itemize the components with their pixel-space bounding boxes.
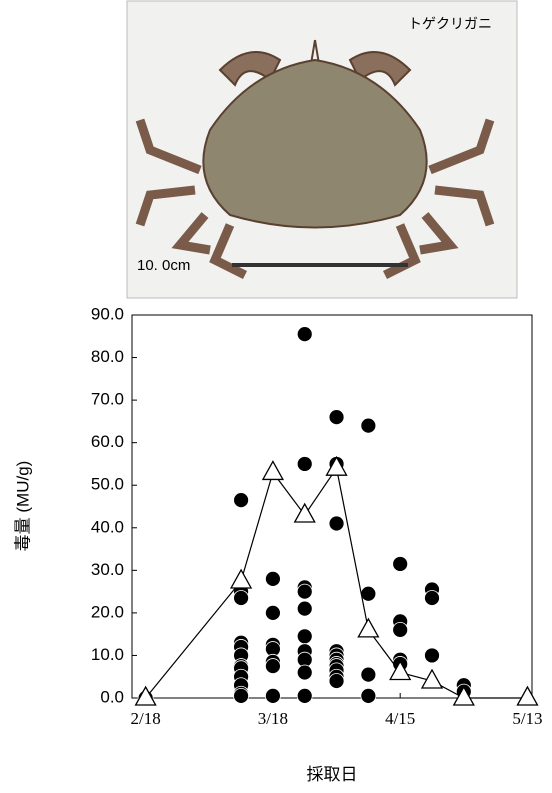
dot-marker [297,665,312,680]
y-tick-label: 10.0 [91,645,124,664]
y-tick-label: 20.0 [91,602,124,621]
dot-marker [234,590,249,605]
dot-marker [361,688,376,703]
dot-marker [329,673,344,688]
dot-marker [265,659,280,674]
dot-marker [425,590,440,605]
triangle-marker [231,570,251,588]
dot-marker [234,493,249,508]
dot-marker [297,584,312,599]
x-tick-label: 2/18 [131,709,161,728]
dot-marker [297,688,312,703]
dot-marker [361,418,376,433]
x-tick-label: 3/18 [258,709,288,728]
y-tick-label: 80.0 [91,347,124,366]
dot-marker [265,571,280,586]
triangle-marker [295,504,315,522]
dot-marker [265,605,280,620]
dot-marker [265,688,280,703]
triangle-marker [358,619,378,637]
x-tick-label: 4/15 [385,709,415,728]
y-tick-label: 60.0 [91,432,124,451]
figure: トゲクリガニ 10. 0cm 採取日 毒量 (MU/g) 0.0 10.0 20.0… [0,0,552,793]
dot-marker [297,601,312,616]
y-tick-label: 90.0 [91,304,124,323]
dot-marker [297,629,312,644]
y-tick-label: 0.0 [100,687,124,706]
scale-label: 10. 0cm [137,257,190,274]
x-tick-label: 5/13 [512,709,542,728]
dot-marker [425,648,440,663]
dot-marker [361,667,376,682]
triangle-marker [263,461,283,479]
y-tick-label: 70.0 [91,390,124,409]
y-tick-label: 30.0 [91,560,124,579]
species-label: トゲクリガニ [408,16,492,32]
dot-marker [393,556,408,571]
y-tick-label: 40.0 [91,517,124,536]
dot-marker [234,688,249,703]
y-tick-label: 50.0 [91,475,124,494]
dot-marker [329,410,344,425]
dot-marker [393,622,408,637]
triangle-marker [517,687,537,705]
dot-marker [361,586,376,601]
photo: トゲクリガニ 10. 0cm [127,1,517,298]
dot-marker [329,516,344,531]
dot-marker [297,327,312,342]
dot-marker [297,456,312,471]
y-axis-label: 毒量 (MU/g) [13,461,32,552]
x-axis-label: 採取日 [307,765,358,784]
